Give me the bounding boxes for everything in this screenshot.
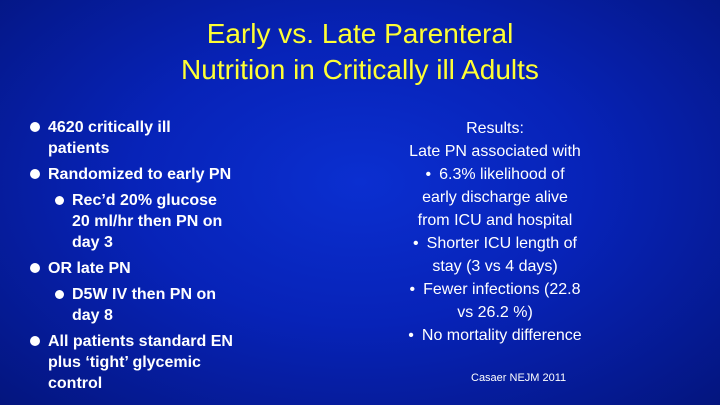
sub-bullet-late-pn: D5W IV then PN on day 8 (55, 284, 380, 326)
bullet-dot-icon (30, 336, 40, 346)
bullet-text: OR late PN (48, 260, 131, 277)
bullet-text: day 8 (72, 307, 113, 324)
slide-title: Early vs. Late Parenteral Nutrition in C… (0, 16, 720, 88)
bullet-text: patients (48, 140, 110, 157)
title-line-1: Early vs. Late Parenteral (206, 18, 514, 49)
left-bullet-list: 4620 critically ill patients Randomized … (30, 117, 380, 399)
bullet-dot-icon (30, 169, 40, 179)
result-text: 6.3% likelihood of (439, 166, 565, 183)
bullet-patients: 4620 critically ill patients (30, 117, 380, 159)
result-text: vs 26.2 %) (457, 304, 533, 321)
bullet-text: Randomized to early PN (48, 166, 232, 183)
result-item-discharge: • 6.3% likelihood of early discharge aliv… (380, 163, 610, 232)
bullet-text: plus ‘tight’ glycemic (48, 354, 201, 371)
results-intro: Late PN associated with (409, 143, 581, 160)
bullet-standard-en: All patients standard EN plus ‘tight’ gl… (30, 331, 380, 394)
result-text: Shorter ICU length of (426, 235, 577, 252)
bullet-text: Rec’d 20% glucose (72, 192, 217, 209)
bullet-late-pn: OR late PN (30, 258, 380, 279)
sub-bullet-early-pn: Rec’d 20% glucose 20 ml/hr then PN on da… (55, 190, 380, 253)
result-item-infections: • Fewer infections (22.8 vs 26.2 %) (380, 278, 610, 324)
bullet-text: control (48, 375, 103, 392)
result-text: stay (3 vs 4 days) (432, 258, 558, 275)
bullet-text: 4620 critically ill (48, 119, 171, 136)
results-panel: Results: Late PN associated with • 6.3% l… (380, 117, 610, 347)
bullet-text: day 3 (72, 234, 113, 251)
bullet-icon: • (409, 281, 416, 298)
bullet-randomized: Randomized to early PN (30, 164, 380, 185)
bullet-text: D5W IV then PN on (72, 286, 216, 303)
bullet-icon: • (425, 166, 432, 183)
citation: Casaer NEJM 2011 (471, 372, 567, 384)
bullet-text: All patients standard EN (48, 333, 233, 350)
title-line-2: Nutrition in Critically ill Adults (181, 54, 539, 85)
result-item-mortality: • No mortality difference (380, 324, 610, 347)
bullet-icon: • (408, 327, 414, 344)
bullet-text: 20 ml/hr then PN on (72, 213, 223, 230)
bullet-dot-icon (30, 263, 40, 273)
result-text: from ICU and hospital (417, 212, 573, 229)
result-text: No mortality difference (421, 327, 582, 344)
result-item-icu-stay: • Shorter ICU length of stay (3 vs 4 days… (380, 232, 610, 278)
results-heading: Results: (466, 120, 524, 137)
result-text: early discharge alive (422, 189, 568, 206)
bullet-icon: • (413, 235, 419, 252)
result-text: Fewer infections (22.8 (423, 281, 581, 298)
bullet-dot-icon (30, 122, 40, 132)
bullet-dot-icon (55, 290, 64, 299)
bullet-dot-icon (55, 196, 64, 205)
